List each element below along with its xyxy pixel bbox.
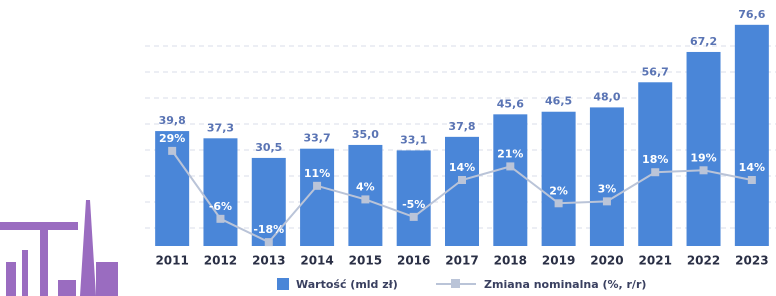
line-marker [410,213,418,221]
x-tick-label: 2011 [155,254,188,268]
bar [300,149,334,246]
bar-value-label: 30,5 [255,141,282,154]
line-marker [458,176,466,184]
line-value-label: 19% [690,151,716,164]
legend-label: Wartość (mld zł) [296,278,398,291]
line-marker [313,182,321,190]
x-tick-label: 2022 [687,254,720,268]
bar-value-label: 76,6 [738,8,765,21]
line-marker [555,199,563,207]
bar-value-label: 37,8 [448,120,475,133]
legend-swatch [277,278,289,290]
line-value-label: -18% [253,223,284,236]
line-marker [361,195,369,203]
line-marker [748,176,756,184]
line-value-label: -6% [209,200,232,213]
x-tick-label: 2023 [735,254,768,268]
x-tick-label: 2016 [397,254,430,268]
bar-value-label: 45,6 [497,97,524,110]
x-tick-label: 2015 [349,254,382,268]
x-tick-label: 2012 [204,254,237,268]
bar-value-label: 37,3 [207,121,234,134]
line-value-label: 29% [159,132,185,145]
line-value-label: 21% [497,147,523,160]
bar-value-label: 46,5 [545,95,572,108]
x-tick-label: 2020 [590,254,623,268]
bar-value-label: 56,7 [642,65,669,78]
bar [735,25,769,246]
bar [542,112,576,246]
bar [590,107,624,246]
line-marker [265,238,273,246]
line-value-label: -5% [402,198,425,211]
line-value-label: 14% [449,161,475,174]
line-marker [700,166,708,174]
line-value-label: 18% [642,153,668,166]
chart: Wartość (mld zł) Zmiana nominalna (%, r/… [0,0,776,296]
line-value-label: 11% [304,167,330,180]
line-marker [506,162,514,170]
city-illustration [0,200,118,296]
bar-value-label: 35,0 [352,128,379,141]
bar [445,137,479,246]
legend-label: Zmiana nominalna (%, r/r) [484,278,646,291]
bar-value-label: 67,2 [690,35,717,48]
legend-marker [451,279,460,288]
line-value-label: 14% [739,161,765,174]
x-tick-label: 2014 [300,254,333,268]
bar-value-label: 39,8 [159,114,186,127]
bar [493,114,527,246]
line-marker [216,215,224,223]
x-tick-label: 2018 [494,254,527,268]
x-tick-label: 2019 [542,254,575,268]
line-value-label: 2% [549,184,568,197]
bar-value-label: 33,1 [400,133,427,146]
line-value-label: 4% [356,180,375,193]
legend: Wartość (mld zł) Zmiana nominalna (%, r/… [277,278,646,291]
line-marker [168,147,176,155]
line-marker [651,168,659,176]
bar-value-label: 33,7 [304,132,331,145]
line-value-label: 3% [598,182,617,195]
bar [687,52,721,246]
bar-value-label: 48,0 [593,90,620,103]
line-marker [603,197,611,205]
x-tick-label: 2021 [639,254,672,268]
x-tick-label: 2017 [445,254,478,268]
x-tick-label: 2013 [252,254,285,268]
bar [203,138,237,246]
